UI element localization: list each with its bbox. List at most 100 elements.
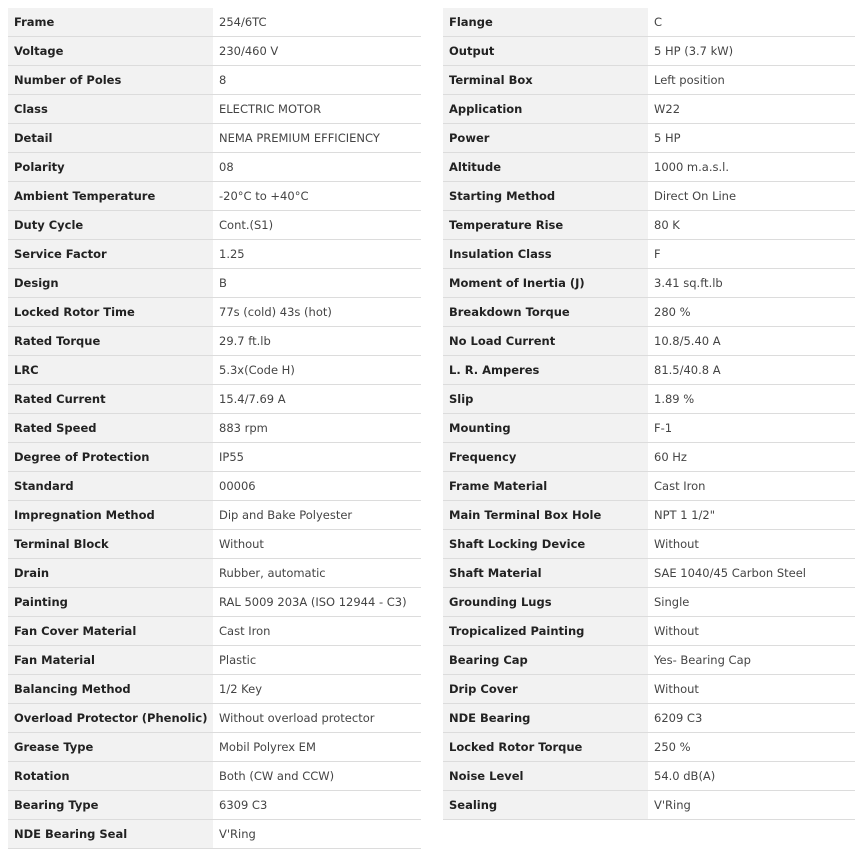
spec-label: Fan Material xyxy=(8,645,213,675)
spec-row: Application W22 xyxy=(443,94,855,124)
spec-label: Rated Torque xyxy=(8,326,213,356)
spec-row: Ambient Temperature -20°C to +40°C xyxy=(8,181,421,211)
spec-row: Terminal Block Without xyxy=(8,529,421,559)
spec-row: Grease Type Mobil Polyrex EM xyxy=(8,732,421,762)
spec-label: Altitude xyxy=(443,152,648,182)
spec-label: Duty Cycle xyxy=(8,210,213,240)
spec-label: Flange xyxy=(443,8,648,37)
spec-row: Rotation Both (CW and CCW) xyxy=(8,761,421,791)
spec-table: Frame 254/6TC Voltage 230/460 V Number of Po… xyxy=(8,8,421,849)
spec-label: Main Terminal Box Hole xyxy=(443,500,648,530)
spec-row: Bearing Cap Yes- Bearing Cap xyxy=(443,645,855,675)
spec-label: Service Factor xyxy=(8,239,213,269)
spec-label: Detail xyxy=(8,123,213,153)
spec-value: F xyxy=(648,239,855,269)
spec-row: Standard 00006 xyxy=(8,471,421,501)
spec-value: Direct On Line xyxy=(648,181,855,211)
spec-row: Breakdown Torque 280 % xyxy=(443,297,855,327)
spec-value: F-1 xyxy=(648,413,855,443)
spec-value: 80 K xyxy=(648,210,855,240)
spec-label: Polarity xyxy=(8,152,213,182)
spec-value: W22 xyxy=(648,94,855,124)
spec-row: Drip Cover Without xyxy=(443,674,855,704)
spec-value: IP55 xyxy=(213,442,421,472)
spec-label: Fan Cover Material xyxy=(8,616,213,646)
spec-value: Left position xyxy=(648,65,855,95)
spec-row: Frequency 60 Hz xyxy=(443,442,855,472)
spec-value: Without xyxy=(648,529,855,559)
spec-label: Shaft Locking Device xyxy=(443,529,648,559)
spec-label: Grease Type xyxy=(8,732,213,762)
spec-label: Overload Protector (Phenolic) xyxy=(8,703,213,733)
spec-label: Breakdown Torque xyxy=(443,297,648,327)
spec-value: Both (CW and CCW) xyxy=(213,761,421,791)
spec-row: L. R. Amperes 81.5/40.8 A xyxy=(443,355,855,385)
spec-value: 3.41 sq.ft.lb xyxy=(648,268,855,298)
spec-row: Fan Cover Material Cast Iron xyxy=(8,616,421,646)
spec-row: Temperature Rise 80 K xyxy=(443,210,855,240)
spec-row: Number of Poles 8 xyxy=(8,65,421,95)
spec-label: Terminal Block xyxy=(8,529,213,559)
spec-value: Plastic xyxy=(213,645,421,675)
spec-value: ELECTRIC MOTOR xyxy=(213,94,421,124)
spec-row: Overload Protector (Phenolic) Without ove… xyxy=(8,703,421,733)
spec-value: Dip and Bake Polyester xyxy=(213,500,421,530)
spec-value: V'Ring xyxy=(648,790,855,820)
spec-label: Drain xyxy=(8,558,213,588)
spec-row: Terminal Box Left position xyxy=(443,65,855,95)
spec-row: NDE Bearing 6209 C3 xyxy=(443,703,855,733)
spec-row: Output 5 HP (3.7 kW) xyxy=(443,36,855,66)
spec-row: Polarity 08 xyxy=(8,152,421,182)
spec-label: Class xyxy=(8,94,213,124)
spec-value: 280 % xyxy=(648,297,855,327)
spec-label: Mounting xyxy=(443,413,648,443)
spec-row: NDE Bearing Seal V'Ring xyxy=(8,819,421,849)
spec-row: Shaft Locking Device Without xyxy=(443,529,855,559)
spec-label: Rated Current xyxy=(8,384,213,414)
spec-row: Frame Material Cast Iron xyxy=(443,471,855,501)
spec-label: Shaft Material xyxy=(443,558,648,588)
spec-label: Starting Method xyxy=(443,181,648,211)
spec-label: Design xyxy=(8,268,213,298)
spec-row: Power 5 HP xyxy=(443,123,855,153)
spec-row: Mounting F-1 xyxy=(443,413,855,443)
spec-value: 6309 C3 xyxy=(213,790,421,820)
spec-label: Locked Rotor Time xyxy=(8,297,213,327)
spec-value: 81.5/40.8 A xyxy=(648,355,855,385)
spec-value: 250 % xyxy=(648,732,855,762)
spec-label: Degree of Protection xyxy=(8,442,213,472)
spec-row: Starting Method Direct On Line xyxy=(443,181,855,211)
spec-value: Without xyxy=(213,529,421,559)
spec-row: Drain Rubber, automatic xyxy=(8,558,421,588)
spec-label: NDE Bearing xyxy=(443,703,648,733)
spec-value: 54.0 dB(A) xyxy=(648,761,855,791)
spec-row: Detail NEMA PREMIUM EFFICIENCY xyxy=(8,123,421,153)
spec-value: Yes- Bearing Cap xyxy=(648,645,855,675)
spec-value: 1/2 Key xyxy=(213,674,421,704)
spec-value: NPT 1 1/2" xyxy=(648,500,855,530)
spec-row: Voltage 230/460 V xyxy=(8,36,421,66)
spec-row: Noise Level 54.0 dB(A) xyxy=(443,761,855,791)
spec-value: 8 xyxy=(213,65,421,95)
spec-value: B xyxy=(213,268,421,298)
spec-label: No Load Current xyxy=(443,326,648,356)
spec-row: Painting RAL 5009 203A (ISO 12944 - C3) xyxy=(8,587,421,617)
spec-row: Bearing Type 6309 C3 xyxy=(8,790,421,820)
spec-row: Sealing V'Ring xyxy=(443,790,855,820)
spec-row: Insulation Class F xyxy=(443,239,855,269)
spec-value: 77s (cold) 43s (hot) xyxy=(213,297,421,327)
spec-label: Painting xyxy=(8,587,213,617)
spec-value: 5 HP (3.7 kW) xyxy=(648,36,855,66)
spec-value: Without overload protector xyxy=(213,703,421,733)
spec-value: SAE 1040/45 Carbon Steel xyxy=(648,558,855,588)
spec-label: Moment of Inertia (J) xyxy=(443,268,648,298)
spec-label: Terminal Box xyxy=(443,65,648,95)
spec-row: Balancing Method 1/2 Key xyxy=(8,674,421,704)
spec-value: 1.89 % xyxy=(648,384,855,414)
spec-value: 5 HP xyxy=(648,123,855,153)
spec-row: Locked Rotor Time 77s (cold) 43s (hot) xyxy=(8,297,421,327)
spec-row: Moment of Inertia (J) 3.41 sq.ft.lb xyxy=(443,268,855,298)
spec-value: 5.3x(Code H) xyxy=(213,355,421,385)
spec-value: RAL 5009 203A (ISO 12944 - C3) xyxy=(213,587,421,617)
